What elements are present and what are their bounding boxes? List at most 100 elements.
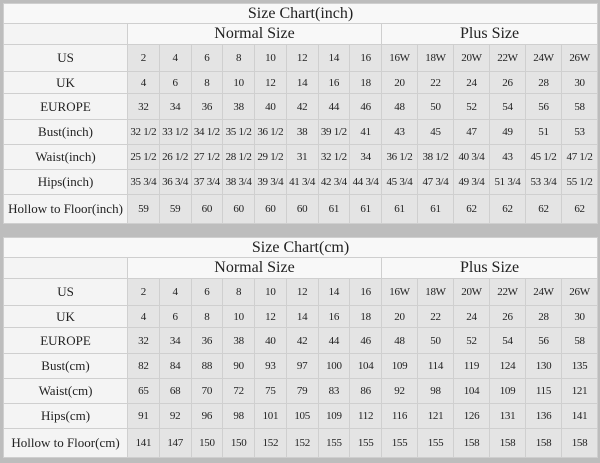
normal-size-cell: 34 <box>158 327 192 354</box>
normal-size-cell: 4 <box>127 305 160 328</box>
normal-size-cell: 41 <box>349 119 382 145</box>
normal-size-cell: 18 <box>349 71 382 94</box>
normal-size-cell: 34 <box>158 93 192 120</box>
plus-size-cell: 47 3/4 <box>417 169 454 195</box>
normal-size-cell: 100 <box>317 353 351 379</box>
normal-size-cell: 104 <box>349 353 382 379</box>
normal-size-cell: 29 1/2 <box>254 144 287 170</box>
normal-size-cell: 14 <box>317 44 351 72</box>
plus-size-cell: 136 <box>525 403 562 429</box>
plus-size-cell: 55 1/2 <box>560 169 599 195</box>
plus-size-cell: 54 <box>489 93 526 120</box>
size-table: Size Chart(inch) Normal Size Plus Size US 2 4… <box>2 3 599 224</box>
plus-size-cell: 62 <box>453 194 490 224</box>
plus-size-header: Plus Size <box>380 23 599 45</box>
normal-size-cell: 36 <box>190 327 224 354</box>
normal-size-cell: 88 <box>190 353 224 379</box>
row-label: US <box>3 278 128 306</box>
plus-size-cell: 121 <box>417 403 454 429</box>
normal-size-cell: 38 3/4 <box>222 169 255 195</box>
plus-size-cell: 45 <box>417 119 454 145</box>
normal-size-header: Normal Size <box>127 23 382 45</box>
normal-size-cell: 59 <box>158 194 192 224</box>
normal-size-cell: 32 1/2 <box>317 144 351 170</box>
normal-size-cell: 101 <box>254 403 287 429</box>
normal-size-cell: 97 <box>285 353 319 379</box>
normal-size-cell: 152 <box>285 428 319 458</box>
plus-size-cell: 48 <box>381 93 418 120</box>
header-blank <box>3 23 128 45</box>
normal-size-cell: 4 <box>127 71 160 94</box>
normal-size-cell: 42 3/4 <box>317 169 351 195</box>
plus-size-cell: 47 1/2 <box>560 144 599 170</box>
plus-size-cell: 52 <box>453 327 490 354</box>
normal-size-cell: 38 <box>285 119 319 145</box>
plus-size-cell: 124 <box>489 353 526 379</box>
normal-size-cell: 12 <box>285 44 319 72</box>
row-label: UK <box>3 305 128 328</box>
plus-size-cell: 155 <box>381 428 418 458</box>
normal-size-cell: 155 <box>317 428 351 458</box>
plus-size-cell: 22W <box>489 278 526 306</box>
normal-size-cell: 79 <box>285 378 319 404</box>
normal-size-cell: 12 <box>285 278 319 306</box>
normal-size-cell: 65 <box>127 378 160 404</box>
normal-size-cell: 16 <box>317 71 351 94</box>
plus-size-cell: 158 <box>489 428 526 458</box>
size-chart-cm: Size Chart(cm) Normal Size Plus Size US 2 4 6 8… <box>2 237 599 458</box>
normal-size-cell: 35 1/2 <box>222 119 255 145</box>
plus-size-cell: 38 1/2 <box>417 144 454 170</box>
plus-size-cell: 56 <box>525 327 562 354</box>
row-label: Bust(cm) <box>3 353 128 379</box>
row-label: Hips(cm) <box>3 403 128 429</box>
row-label: Waist(cm) <box>3 378 128 404</box>
normal-size-cell: 141 <box>127 428 160 458</box>
plus-size-cell: 114 <box>417 353 454 379</box>
plus-size-cell: 26W <box>560 44 599 72</box>
normal-size-cell: 44 3/4 <box>349 169 382 195</box>
plus-size-cell: 45 1/2 <box>525 144 562 170</box>
plus-size-cell: 47 <box>453 119 490 145</box>
plus-size-cell: 54 <box>489 327 526 354</box>
plus-size-cell: 109 <box>489 378 526 404</box>
table-row: Hips(inch) 35 3/4 36 3/4 37 3/4 38 3/4 39 3/4… <box>3 169 599 195</box>
table-row: US 2 4 6 8 10 12 14 16 16W 18W 20W 22W 24W 26W <box>3 278 599 306</box>
plus-size-cell: 61 <box>417 194 454 224</box>
normal-size-cell: 59 <box>127 194 160 224</box>
normal-size-cell: 72 <box>222 378 255 404</box>
plus-size-cell: 53 <box>560 119 599 145</box>
plus-size-cell: 62 <box>489 194 526 224</box>
plus-size-cell: 131 <box>489 403 526 429</box>
normal-size-cell: 150 <box>190 428 224 458</box>
normal-size-cell: 10 <box>254 44 287 72</box>
normal-size-cell: 31 <box>285 144 319 170</box>
normal-size-cell: 12 <box>254 305 287 328</box>
plus-size-cell: 24 <box>453 71 490 94</box>
header-blank <box>3 257 128 279</box>
normal-size-cell: 39 3/4 <box>254 169 287 195</box>
plus-size-cell: 22 <box>417 305 454 328</box>
size-chart-inch: Size Chart(inch) Normal Size Plus Size US 2 4… <box>2 3 599 224</box>
table-row: US 2 4 6 8 10 12 14 16 16W 18W 20W 22W 24W 26W <box>3 44 599 72</box>
normal-size-header: Normal Size <box>127 257 382 279</box>
normal-size-cell: 14 <box>285 305 319 328</box>
normal-size-cell: 46 <box>349 327 382 354</box>
table-row: Waist(cm) 65 68 70 72 75 79 83 86 92 98 104 109 115 12… <box>3 378 599 404</box>
plus-size-header: Plus Size <box>380 257 599 279</box>
plus-size-cell: 30 <box>560 305 599 328</box>
normal-size-cell: 16 <box>317 305 351 328</box>
plus-size-cell: 20W <box>453 44 490 72</box>
normal-size-cell: 60 <box>254 194 287 224</box>
normal-size-cell: 112 <box>349 403 382 429</box>
plus-size-cell: 135 <box>560 353 599 379</box>
normal-size-cell: 75 <box>254 378 287 404</box>
normal-size-cell: 36 <box>190 93 224 120</box>
normal-size-cell: 4 <box>158 278 192 306</box>
table-row: UK 4 6 8 10 12 14 16 18 20 22 24 26 28 30 <box>3 71 599 94</box>
normal-size-cell: 14 <box>317 278 351 306</box>
row-label: UK <box>3 71 128 94</box>
row-label: Hollow to Floor(cm) <box>3 428 128 458</box>
plus-size-cell: 121 <box>560 378 599 404</box>
chart-title: Size Chart(cm) <box>2 237 599 258</box>
table-row: Hollow to Floor(inch) 59 59 60 60 60 60 61 61 61 6… <box>3 194 599 224</box>
